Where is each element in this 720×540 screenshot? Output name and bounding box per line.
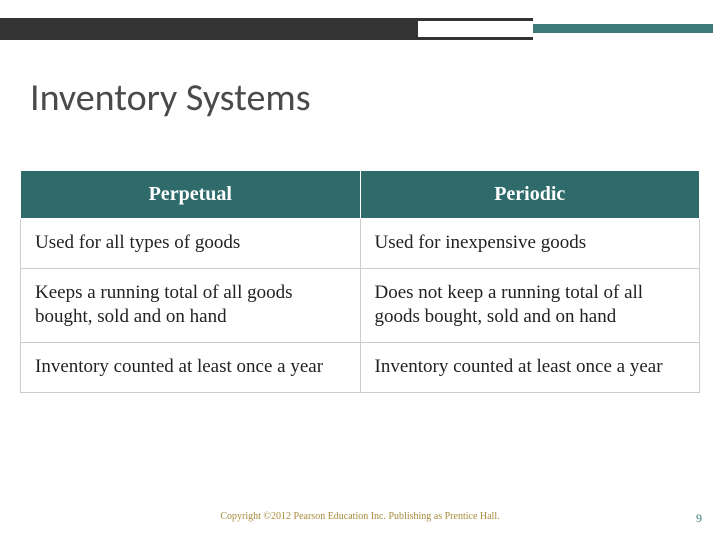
table-cell: Does not keep a running total of all goo… xyxy=(360,268,700,342)
page-title: Inventory Systems xyxy=(30,75,311,121)
top-bar-dark-segment xyxy=(0,18,418,40)
table-row: Inventory counted at least once a year I… xyxy=(21,343,700,393)
table-header-row: Perpetual Periodic xyxy=(21,171,700,219)
table-row: Keeps a running total of all goods bough… xyxy=(21,268,700,342)
table-cell: Inventory counted at least once a year xyxy=(21,343,361,393)
top-bar-outlined-segment xyxy=(418,18,533,40)
comparison-table: Perpetual Periodic Used for all types of… xyxy=(20,170,700,393)
copyright-footer: Copyright ©2012 Pearson Education Inc. P… xyxy=(0,511,720,522)
table-cell: Keeps a running total of all goods bough… xyxy=(21,268,361,342)
table-header-perpetual: Perpetual xyxy=(21,171,361,219)
page-number: 9 xyxy=(696,511,702,526)
decorative-top-bar xyxy=(0,18,720,40)
table-cell: Inventory counted at least once a year xyxy=(360,343,700,393)
top-bar-teal-segment xyxy=(533,24,713,33)
table-cell: Used for inexpensive goods xyxy=(360,219,700,269)
table-header-periodic: Periodic xyxy=(360,171,700,219)
table-row: Used for all types of goods Used for ine… xyxy=(21,219,700,269)
table-cell: Used for all types of goods xyxy=(21,219,361,269)
